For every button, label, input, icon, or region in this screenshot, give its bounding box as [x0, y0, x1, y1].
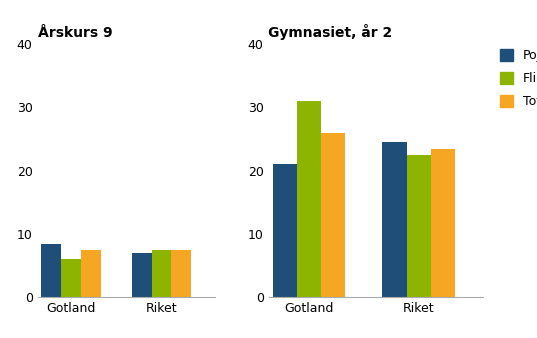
Bar	[273, 164, 297, 297]
Bar	[171, 250, 191, 297]
Bar	[41, 244, 61, 297]
Text: Gymnasiet, år 2: Gymnasiet, år 2	[268, 24, 393, 40]
Bar	[151, 250, 171, 297]
Bar	[321, 132, 345, 297]
Bar	[81, 250, 101, 297]
Bar	[407, 155, 431, 297]
Bar	[61, 260, 81, 297]
Legend: Pojkar, Flickor, Totalt: Pojkar, Flickor, Totalt	[498, 47, 537, 111]
Bar	[297, 101, 321, 297]
Bar	[132, 253, 151, 297]
Bar	[382, 142, 407, 297]
Bar	[431, 148, 455, 297]
Text: Årskurs 9: Årskurs 9	[38, 26, 112, 40]
